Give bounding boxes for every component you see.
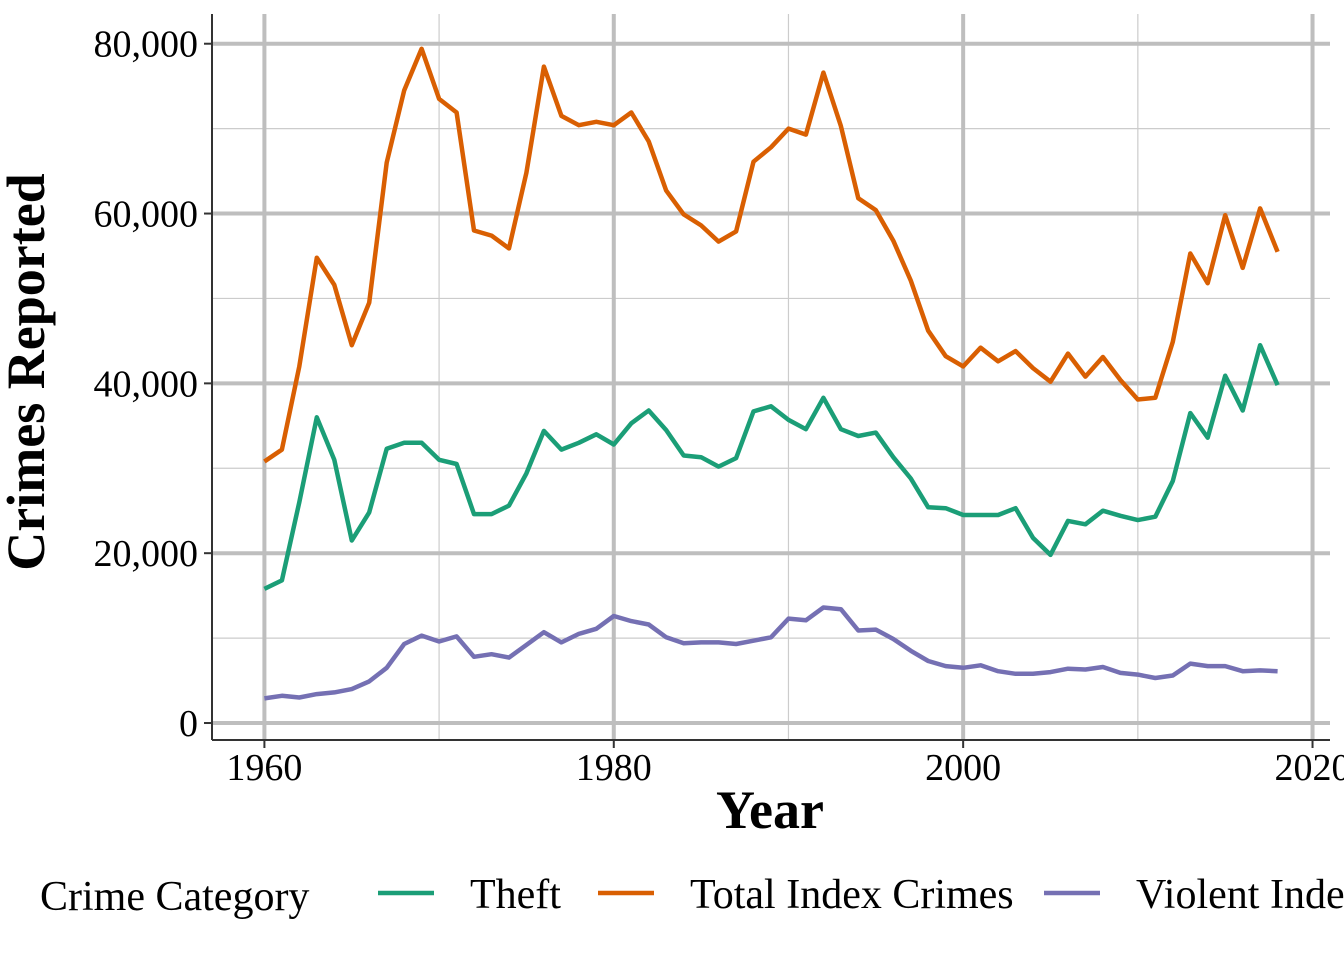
legend: Crime Category Theft Total Index Crimes Vi… — [40, 872, 1344, 920]
series-line-total-index-crimes — [263, 46, 1280, 464]
y-tick-label: 80,000 — [94, 24, 199, 66]
legend-label-theft: Theft — [470, 872, 561, 918]
x-tick-label: 1980 — [576, 747, 652, 789]
axes — [204, 14, 1330, 748]
y-tick-label: 40,000 — [94, 363, 199, 405]
y-axis-title: Crimes Reported — [0, 173, 56, 570]
series-line-violent-index-crimes — [264, 605, 1278, 701]
series-lines — [263, 46, 1280, 701]
legend-label-total-index-crimes: Total Index Crimes — [690, 872, 1014, 918]
major-gridlines — [212, 14, 1330, 740]
x-tick-label: 2000 — [925, 747, 1001, 789]
x-tick-label: 2020 — [1275, 747, 1344, 789]
tick-labels: 1960 1980 2000 2020 0 20,000 40,000 60,000 80,00… — [94, 24, 1344, 789]
x-tick-label: 1960 — [226, 747, 302, 789]
x-axis-title: Year — [716, 780, 824, 840]
y-tick-label: 0 — [179, 703, 198, 745]
minor-gridlines — [212, 14, 1330, 740]
legend-label-violent-index-crimes: Violent Index Crimes — [1136, 872, 1344, 918]
series-line-theft — [263, 342, 1280, 591]
legend-title: Crime Category — [40, 874, 309, 920]
y-tick-label: 20,000 — [94, 533, 199, 575]
y-tick-label: 60,000 — [94, 194, 199, 236]
